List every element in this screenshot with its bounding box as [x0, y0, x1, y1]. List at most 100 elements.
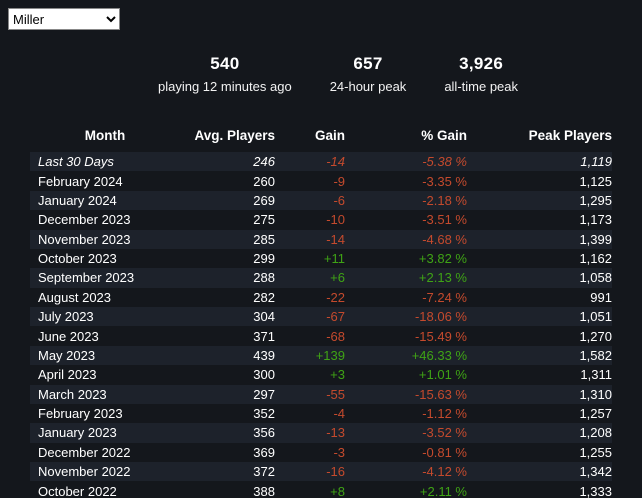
- stat-alltime-peak: 3,926 all-time peak: [444, 54, 518, 94]
- avg-players-cell: 304: [253, 309, 275, 325]
- month-cell: October 2022: [38, 483, 117, 498]
- avg-players-cell: 439: [253, 347, 275, 363]
- avg-players-cell: 300: [253, 367, 275, 383]
- pct-gain-cell: +46.33 %: [411, 347, 467, 363]
- avg-players-cell: 288: [253, 270, 275, 286]
- avg-players-cell: 282: [253, 289, 275, 305]
- header-peak-players: Peak Players: [528, 128, 612, 143]
- gain-cell: -9: [333, 173, 345, 189]
- pct-gain-cell: -5.38 %: [422, 154, 467, 170]
- table-row: Last 30 Days 246 -14 -5.38 % 1,119: [30, 152, 612, 172]
- table-body: Last 30 Days 246 -14 -5.38 % 1,119 February 2…: [30, 152, 612, 498]
- pct-gain-cell: -4.12 %: [422, 464, 467, 480]
- table-row: August 2023 282 -22 -7.24 % 991: [30, 288, 612, 307]
- pct-gain-cell: -1.12 %: [422, 406, 467, 422]
- avg-players-cell: 356: [253, 425, 275, 441]
- avg-players-cell: 352: [253, 406, 275, 422]
- peak-players-cell: 1,173: [579, 212, 612, 228]
- month-cell: November 2023: [38, 231, 131, 247]
- current-players-label: playing 12 minutes ago: [157, 79, 292, 94]
- gain-cell: +6: [330, 270, 345, 286]
- header-month: Month: [84, 128, 126, 143]
- gain-cell: -67: [326, 309, 345, 325]
- avg-players-cell: 269: [253, 192, 275, 208]
- month-cell: November 2022: [38, 464, 131, 480]
- gain-cell: -4: [333, 406, 345, 422]
- peak-players-cell: 1,257: [579, 406, 612, 422]
- table-row: January 2024 269 -6 -2.18 % 1,295: [30, 190, 612, 211]
- avg-players-cell: 388: [253, 483, 275, 498]
- gain-cell: -14: [326, 154, 345, 170]
- month-cell: October 2023: [38, 251, 117, 267]
- avg-players-cell: 260: [253, 173, 275, 189]
- pct-gain-cell: -15.63 %: [414, 386, 467, 402]
- peak-players-cell: 1,058: [579, 270, 612, 286]
- alltime-peak-value: 3,926: [459, 54, 504, 73]
- gain-cell: -22: [326, 289, 345, 305]
- 24h-peak-label: 24-hour peak: [329, 79, 407, 94]
- gain-cell: -55: [326, 386, 345, 402]
- table-row: February 2023 352 -4 -1.12 % 1,257: [30, 404, 612, 423]
- peak-players-cell: 1,399: [579, 231, 612, 247]
- table-row: June 2023 371 -68 -15.49 % 1,270: [30, 326, 612, 345]
- table-row: January 2023 356 -13 -3.52 % 1,208: [30, 423, 612, 443]
- peak-players-cell: 1,310: [579, 386, 612, 402]
- peak-players-cell: 1,311: [580, 367, 612, 383]
- pct-gain-cell: -7.24 %: [422, 289, 467, 305]
- month-cell: Last 30 Days: [38, 154, 114, 170]
- stat-current-players: 540 playing 12 minutes ago: [158, 54, 292, 94]
- table-row: November 2023 285 -14 -4.68 % 1,399: [30, 229, 612, 249]
- month-cell: December 2023: [38, 212, 131, 228]
- pct-gain-cell: +1.01 %: [418, 367, 467, 383]
- pct-gain-cell: -3.52 %: [422, 425, 467, 441]
- gain-cell: -10: [326, 212, 345, 228]
- table-row: September 2023 288 +6 +2.13 % 1,058: [30, 268, 612, 288]
- month-cell: August 2023: [38, 289, 112, 305]
- table-row: October 2023 299 +11 +3.82 % 1,162: [30, 249, 612, 268]
- peak-players-cell: 1,051: [579, 309, 612, 325]
- table-row: February 2024 260 -9 -3.35 % 1,125: [30, 171, 612, 190]
- peak-players-cell: 1,162: [579, 251, 612, 267]
- avg-players-cell: 246: [253, 154, 275, 170]
- peak-players-cell: 1,270: [579, 328, 612, 344]
- peak-players-cell: 1,208: [579, 425, 612, 441]
- stat-24h-peak: 657 24-hour peak: [330, 54, 407, 94]
- month-cell: March 2023: [38, 386, 107, 402]
- gain-cell: -14: [326, 231, 345, 247]
- pct-gain-cell: -0.81 %: [422, 444, 467, 460]
- month-cell: February 2023: [38, 406, 123, 422]
- table-row: December 2023 275 -10 -3.51 % 1,173: [30, 210, 612, 229]
- avg-players-cell: 369: [253, 444, 275, 460]
- avg-players-cell: 299: [253, 251, 275, 267]
- gain-cell: -3: [333, 444, 345, 460]
- game-selector[interactable]: Miller: [8, 8, 120, 30]
- month-cell: April 2023: [38, 367, 97, 383]
- gain-cell: +3: [330, 367, 345, 383]
- month-cell: June 2023: [38, 328, 99, 344]
- table-row: March 2023 297 -55 -15.63 % 1,310: [30, 384, 612, 404]
- 24h-peak-value: 657: [353, 54, 383, 73]
- month-cell: July 2023: [38, 309, 94, 325]
- gain-cell: -6: [333, 192, 345, 208]
- alltime-peak-label: all-time peak: [444, 79, 519, 94]
- gain-cell: -68: [326, 328, 345, 344]
- peak-players-cell: 1,342: [579, 464, 612, 480]
- header-pct-gain: % Gain: [421, 128, 467, 143]
- gain-cell: +8: [330, 483, 345, 498]
- table-row: April 2023 300 +3 +1.01 % 1,311: [30, 365, 612, 384]
- month-cell: December 2022: [38, 444, 131, 460]
- topbar: Miller: [0, 0, 642, 30]
- pct-gain-cell: -2.18 %: [422, 192, 467, 208]
- month-cell: May 2023: [38, 347, 96, 363]
- gain-cell: -16: [326, 464, 345, 480]
- gain-cell: +139: [315, 347, 345, 363]
- peak-players-cell: 1,333: [579, 483, 612, 498]
- avg-players-cell: 372: [253, 464, 275, 480]
- peak-players-cell: 1,295: [579, 192, 612, 208]
- pct-gain-cell: -3.51 %: [422, 212, 467, 228]
- table-header-row: Month Avg. Players Gain % Gain Peak Play…: [30, 124, 612, 152]
- header-avg-players: Avg. Players: [194, 128, 275, 143]
- current-players-value: 540: [210, 54, 240, 73]
- table-row: October 2022 388 +8 +2.11 % 1,333: [30, 481, 612, 498]
- pct-gain-cell: +2.13 %: [418, 270, 467, 286]
